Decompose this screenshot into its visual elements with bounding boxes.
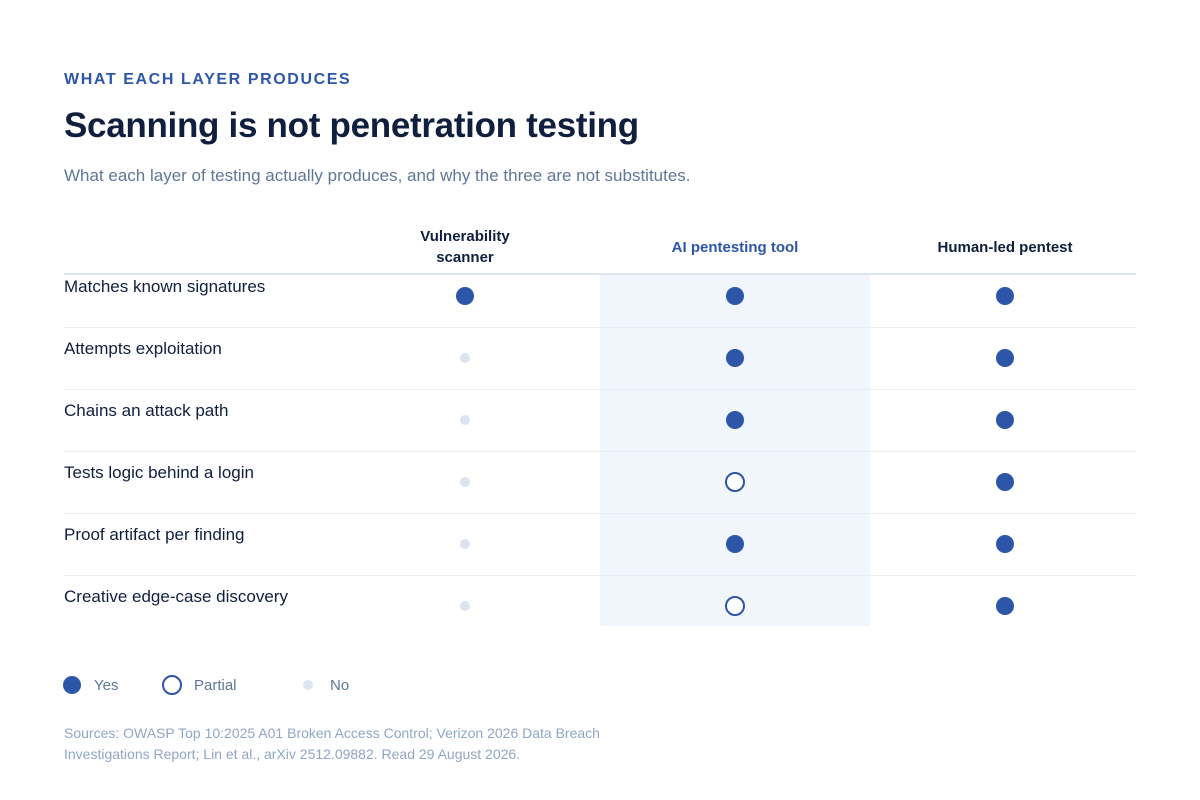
row-label: Tests logic behind a login (64, 463, 254, 482)
sources-note: Sources: OWASP Top 10:2025 A01 Broken Ac… (64, 725, 600, 762)
row-divider (64, 575, 1136, 576)
yes-status-icon (996, 535, 1014, 553)
status-cell (455, 472, 475, 492)
legend-partial-label: Partial (194, 676, 237, 694)
yes-status-icon (996, 287, 1014, 305)
no-status-icon (460, 415, 470, 425)
no-status-icon (460, 477, 470, 487)
legend-partial-swatch (160, 675, 184, 695)
column-header-human-led-pentest: Human-led pentest (870, 221, 1140, 273)
table-row: Matches known signatures (64, 266, 1136, 328)
status-cell (725, 472, 745, 492)
eyebrow-label: WHAT EACH LAYER PRODUCES (64, 71, 352, 88)
status-cell (725, 348, 745, 368)
status-cell (725, 410, 745, 430)
page-subtitle: What each layer of testing actually prod… (64, 166, 691, 185)
row-divider (64, 327, 1136, 328)
table-row: Creative edge-case discovery (64, 576, 1136, 638)
column-header-vulnerability-scanner: Vulnerability scanner (330, 221, 600, 273)
no-status-icon (460, 601, 470, 611)
legend: Yes Partial No (60, 674, 349, 696)
status-cell (995, 410, 1015, 430)
status-cell (455, 596, 475, 616)
status-cell (995, 596, 1015, 616)
legend-yes-label: Yes (94, 676, 119, 694)
status-cell (995, 472, 1015, 492)
yes-status-icon (996, 473, 1014, 491)
status-cell (455, 534, 475, 554)
partial-status-icon (725, 472, 745, 492)
status-cell (995, 534, 1015, 554)
status-cell (455, 286, 475, 306)
row-label: Matches known signatures (64, 277, 266, 296)
page-title: Scanning is not penetration testing (64, 106, 639, 145)
no-status-icon (460, 539, 470, 549)
status-cell (725, 286, 745, 306)
yes-status-icon (726, 411, 744, 429)
row-divider (64, 389, 1136, 390)
yes-status-icon (996, 597, 1014, 615)
row-label: Creative edge-case discovery (64, 587, 288, 606)
column-header-label: AI pentesting tool (671, 238, 799, 256)
legend-item-yes: Yes (60, 676, 160, 694)
legend-no-label: No (330, 676, 350, 694)
table-row: Tests logic behind a login (64, 452, 1136, 514)
row-divider (64, 513, 1136, 514)
yes-status-icon (456, 287, 474, 305)
status-cell (725, 596, 745, 616)
yes-status-icon (996, 349, 1014, 367)
legend-item-partial: Partial (160, 675, 296, 695)
column-header-ai-pentesting-tool: AI pentesting tool (600, 221, 870, 273)
partial-status-icon (725, 596, 745, 616)
header-divider (64, 273, 1136, 275)
row-label: Attempts exploitation (64, 339, 222, 358)
table-row: Proof artifact per finding (64, 514, 1136, 576)
legend-item-no: No (296, 677, 349, 694)
yes-status-icon (726, 349, 744, 367)
status-cell (995, 286, 1015, 306)
yes-status-icon (726, 287, 744, 305)
row-label: Chains an attack path (64, 401, 229, 420)
row-label: Proof artifact per finding (64, 525, 245, 544)
column-header-label: Human-led pentest (937, 238, 1073, 256)
legend-yes-swatch (60, 676, 84, 694)
status-cell (995, 348, 1015, 368)
status-cell (455, 348, 475, 368)
status-cell (455, 410, 475, 430)
row-divider (64, 451, 1136, 452)
table-row: Attempts exploitation (64, 328, 1136, 390)
yes-status-icon (726, 535, 744, 553)
status-cell (725, 534, 745, 554)
legend-no-swatch (296, 680, 320, 690)
column-header-label: Vulnerability scanner (420, 228, 510, 266)
yes-status-icon (996, 411, 1014, 429)
highlighted-column-background (600, 274, 870, 626)
table-row: Chains an attack path (64, 390, 1136, 452)
no-status-icon (460, 353, 470, 363)
